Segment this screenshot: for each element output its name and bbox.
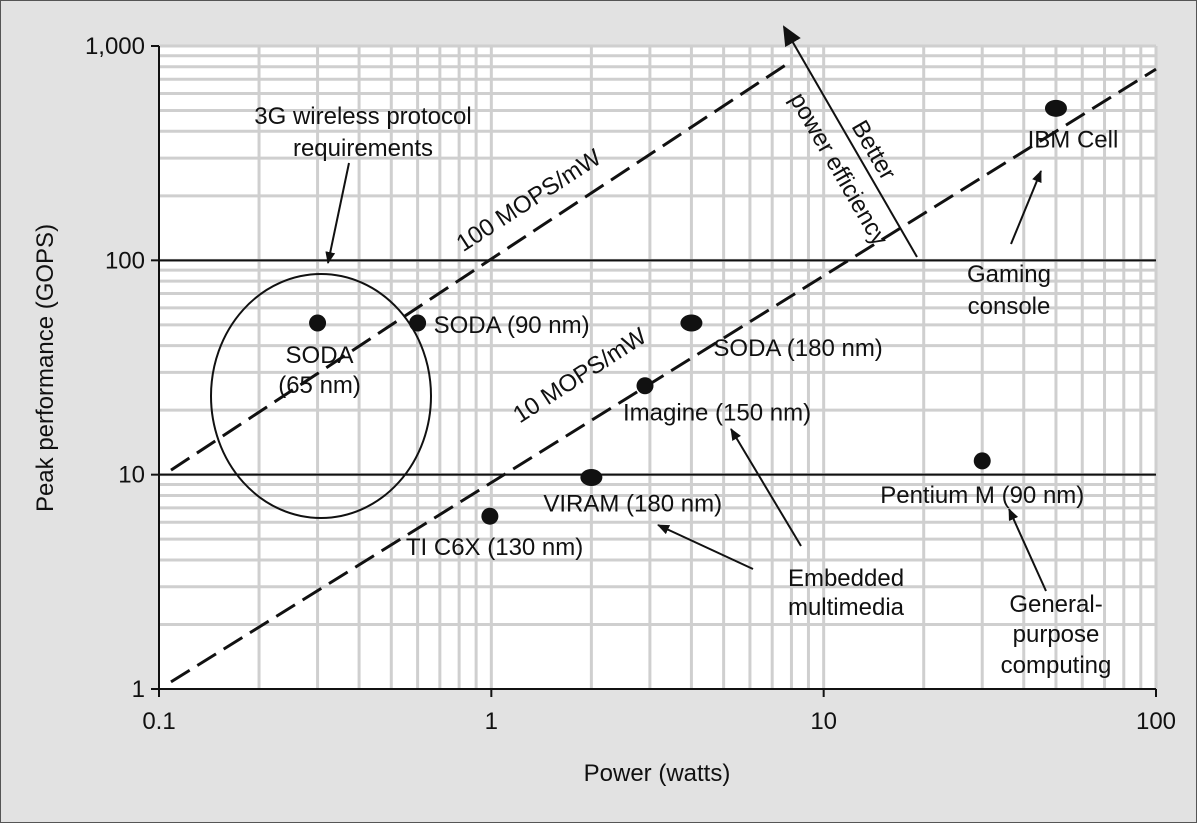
soda-180-label: SODA (180 nm)	[713, 335, 882, 362]
pentium-m-label: Pentium M (90 nm)	[880, 482, 1084, 509]
embedded-annotation: Embedded multimedia	[657, 428, 905, 621]
gaming-annotation-line1: Gaming	[967, 261, 1051, 288]
3g-annotation: 3G wireless protocol requirements	[254, 103, 472, 264]
embedded-annotation-line2: multimedia	[788, 594, 905, 621]
y-tick-label: 1	[132, 676, 145, 703]
pentium-m-point	[973, 452, 991, 470]
3g-annotation-line2: requirements	[293, 135, 433, 162]
y-axis-title: Peak performance (GOPS)	[32, 224, 59, 512]
y-tick-label: 1,000	[85, 33, 145, 60]
threshold-lines	[159, 259, 1156, 476]
tick-labels: 0.1 1 10 100 1 10 100 1,000	[85, 33, 1176, 735]
gaming-arrow	[1010, 170, 1042, 245]
better-efficiency-arrow	[782, 25, 918, 258]
ti-c6x-label: TI C6X (130 nm)	[406, 534, 583, 561]
soda-90-point	[409, 314, 427, 332]
x-tick-label: 0.1	[142, 708, 175, 735]
x-tick-label: 100	[1136, 708, 1176, 735]
imagine-point	[636, 377, 654, 395]
data-points	[309, 99, 1067, 525]
x-tick-label: 1	[485, 708, 498, 735]
3g-annotation-line1: 3G wireless protocol	[254, 103, 471, 130]
y-tick-label: 10	[118, 462, 145, 489]
general-purpose-annotation: General- purpose computing	[1001, 508, 1112, 679]
efficiency-lines	[170, 59, 1157, 684]
x-axis-title: Power (watts)	[584, 760, 731, 787]
plot-area	[159, 46, 1156, 689]
viram-label: VIRAM (180 nm)	[543, 491, 722, 518]
general-purpose-line1: General-	[1009, 591, 1102, 618]
ti-c6x-point	[481, 507, 499, 525]
point-labels: SODA (65 nm) SODA (90 nm) SODA (180 nm) Imag…	[278, 126, 1118, 561]
3g-arrow	[325, 162, 350, 264]
embedded-arrow-viram	[657, 524, 754, 570]
imagine-label: Imagine (150 nm)	[623, 400, 811, 427]
x-tick-label: 10	[810, 708, 837, 735]
soda-65-label: SODA	[286, 342, 354, 369]
soda-90-label: SODA (90 nm)	[434, 312, 590, 339]
y-tick-label: 100	[105, 247, 145, 274]
gaming-annotation: Gaming console	[967, 170, 1051, 320]
general-purpose-line2: purpose	[1013, 621, 1100, 648]
3g-requirements-region	[210, 273, 432, 519]
general-purpose-arrow	[1008, 508, 1047, 592]
ibm-cell-point	[1044, 99, 1067, 117]
gaming-annotation-line2: console	[968, 293, 1051, 320]
axes	[158, 46, 1156, 690]
soda-180-point	[680, 314, 703, 332]
embedded-arrow-imagine	[730, 428, 802, 547]
ibm-cell-label: IBM Cell	[1028, 126, 1119, 153]
viram-point	[580, 469, 603, 487]
general-purpose-line3: computing	[1001, 652, 1112, 679]
embedded-annotation-line1: Embedded	[788, 565, 904, 592]
soda-65-point	[309, 314, 327, 332]
10-mops-line	[170, 67, 1157, 684]
soda-65-label: (65 nm)	[278, 372, 361, 399]
